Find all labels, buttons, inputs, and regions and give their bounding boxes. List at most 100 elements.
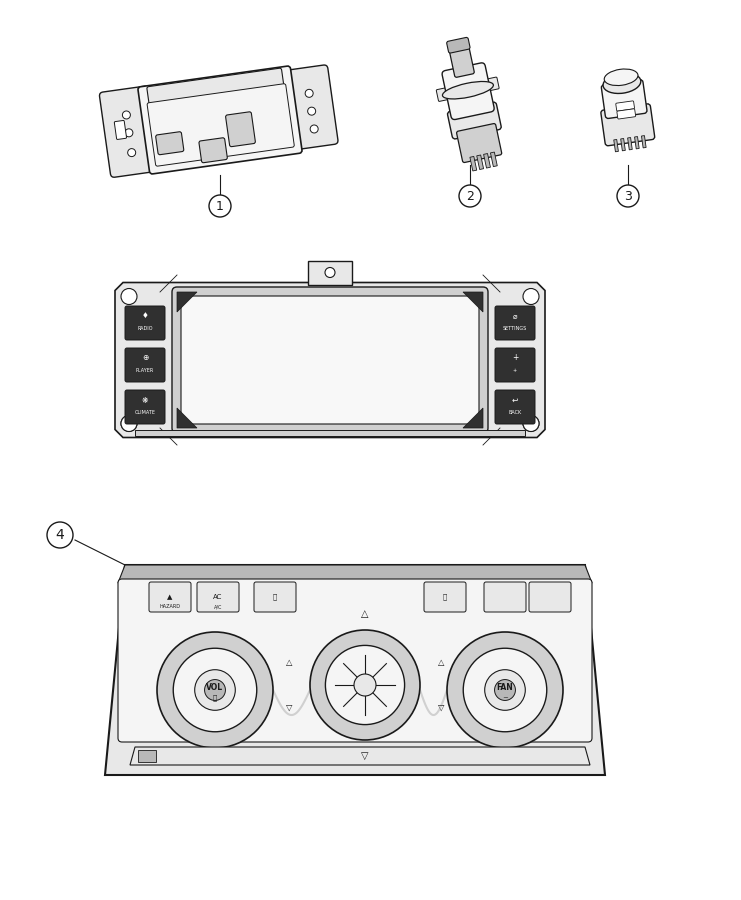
Circle shape xyxy=(310,630,420,740)
Text: ⌀: ⌀ xyxy=(513,311,517,320)
Circle shape xyxy=(125,129,133,137)
Polygon shape xyxy=(463,292,483,312)
Circle shape xyxy=(308,107,316,115)
Bar xyxy=(628,138,632,149)
Circle shape xyxy=(325,267,335,277)
Circle shape xyxy=(494,680,516,700)
Text: ▲: ▲ xyxy=(167,594,173,600)
Text: △: △ xyxy=(438,659,445,668)
Text: PLAYER: PLAYER xyxy=(136,367,154,373)
FancyBboxPatch shape xyxy=(172,287,488,433)
Polygon shape xyxy=(105,565,605,775)
Bar xyxy=(138,750,156,762)
Circle shape xyxy=(310,125,318,133)
Text: VOL: VOL xyxy=(207,683,224,692)
Text: ▽: ▽ xyxy=(438,703,445,712)
FancyBboxPatch shape xyxy=(114,121,127,140)
Circle shape xyxy=(121,289,137,304)
Circle shape xyxy=(485,670,525,710)
Circle shape xyxy=(523,289,539,304)
Text: HAZARD: HAZARD xyxy=(159,605,181,609)
FancyBboxPatch shape xyxy=(199,138,227,163)
Text: ⊕: ⊕ xyxy=(142,354,148,363)
Bar xyxy=(491,152,497,166)
Text: ⏻: ⏻ xyxy=(213,695,217,701)
Circle shape xyxy=(122,111,130,119)
Bar xyxy=(135,429,525,436)
Bar xyxy=(621,139,625,151)
Text: AC: AC xyxy=(213,594,223,600)
FancyBboxPatch shape xyxy=(617,109,636,119)
Bar xyxy=(484,154,491,168)
FancyBboxPatch shape xyxy=(225,112,256,147)
FancyBboxPatch shape xyxy=(125,390,165,424)
Text: RADIO: RADIO xyxy=(137,326,153,330)
Bar xyxy=(476,155,484,169)
Circle shape xyxy=(447,632,563,748)
Text: +: + xyxy=(512,354,518,363)
FancyBboxPatch shape xyxy=(424,582,466,612)
FancyBboxPatch shape xyxy=(156,131,184,155)
Text: 🌡: 🌡 xyxy=(443,594,447,600)
Circle shape xyxy=(121,416,137,431)
FancyBboxPatch shape xyxy=(197,582,239,612)
FancyBboxPatch shape xyxy=(447,38,470,53)
Circle shape xyxy=(523,416,539,431)
Text: △: △ xyxy=(286,659,292,668)
Text: 🚗: 🚗 xyxy=(273,594,277,600)
Text: 1: 1 xyxy=(216,200,224,212)
Bar xyxy=(642,136,646,148)
Polygon shape xyxy=(177,408,197,428)
Text: 3: 3 xyxy=(624,190,632,203)
Text: △: △ xyxy=(362,609,369,619)
Circle shape xyxy=(127,148,136,157)
FancyBboxPatch shape xyxy=(448,103,501,139)
FancyBboxPatch shape xyxy=(181,296,479,424)
Text: FAN: FAN xyxy=(496,683,514,692)
Text: ▽: ▽ xyxy=(362,751,369,761)
FancyBboxPatch shape xyxy=(436,87,452,102)
Circle shape xyxy=(305,89,313,97)
FancyBboxPatch shape xyxy=(138,66,302,174)
FancyBboxPatch shape xyxy=(280,65,338,150)
FancyBboxPatch shape xyxy=(495,390,535,424)
FancyBboxPatch shape xyxy=(495,306,535,340)
Polygon shape xyxy=(115,283,545,437)
FancyBboxPatch shape xyxy=(147,68,284,104)
Circle shape xyxy=(47,522,73,548)
Polygon shape xyxy=(130,747,590,765)
Circle shape xyxy=(463,648,547,732)
Text: BACK: BACK xyxy=(508,410,522,415)
Text: CLIMATE: CLIMATE xyxy=(135,410,156,415)
Text: A/C: A/C xyxy=(214,605,222,609)
Circle shape xyxy=(173,648,257,732)
Circle shape xyxy=(205,680,225,700)
Bar xyxy=(308,260,352,284)
FancyBboxPatch shape xyxy=(616,101,634,111)
FancyBboxPatch shape xyxy=(483,77,499,92)
Ellipse shape xyxy=(442,82,494,99)
Polygon shape xyxy=(177,292,197,312)
Bar xyxy=(470,157,476,171)
FancyBboxPatch shape xyxy=(449,42,474,77)
Text: ~: ~ xyxy=(502,695,508,701)
Circle shape xyxy=(157,632,273,748)
Text: SETTINGS: SETTINGS xyxy=(503,326,527,330)
Circle shape xyxy=(617,185,639,207)
Text: 2: 2 xyxy=(466,190,474,203)
FancyBboxPatch shape xyxy=(602,80,647,119)
FancyBboxPatch shape xyxy=(254,582,296,612)
FancyBboxPatch shape xyxy=(149,582,191,612)
FancyBboxPatch shape xyxy=(99,86,160,177)
FancyBboxPatch shape xyxy=(147,84,294,166)
Bar xyxy=(614,140,619,152)
Circle shape xyxy=(459,185,481,207)
Ellipse shape xyxy=(604,69,638,86)
FancyBboxPatch shape xyxy=(125,348,165,382)
Circle shape xyxy=(209,195,231,217)
Text: ▽: ▽ xyxy=(286,703,292,712)
Circle shape xyxy=(354,674,376,696)
Polygon shape xyxy=(463,408,483,428)
Ellipse shape xyxy=(603,73,641,94)
Text: ❋: ❋ xyxy=(142,395,148,404)
